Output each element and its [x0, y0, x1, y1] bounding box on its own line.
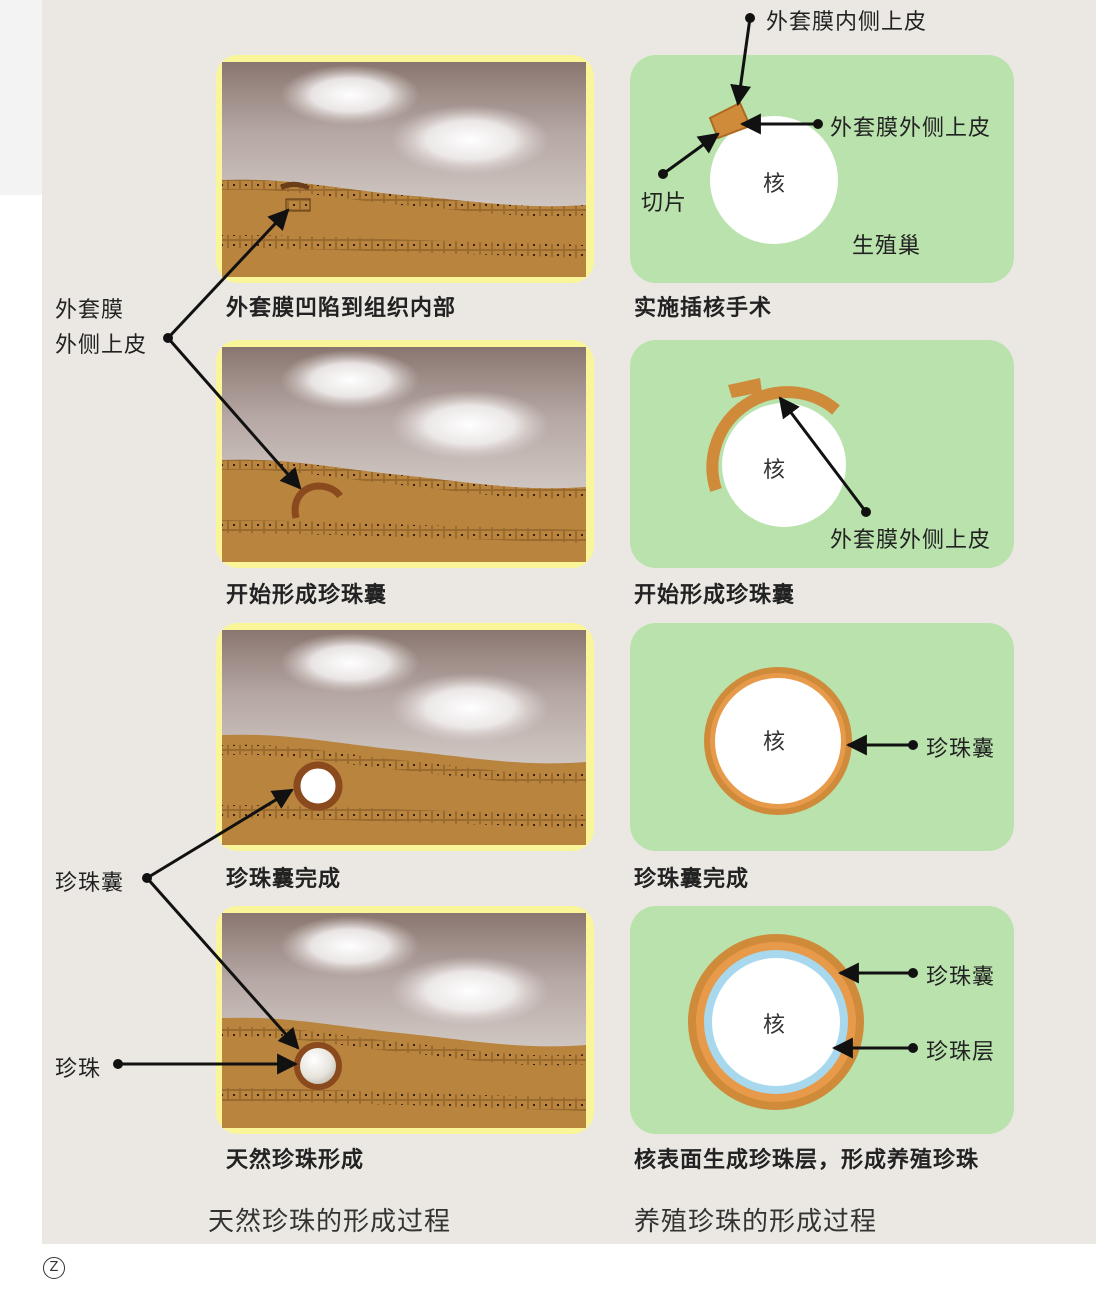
- cultured-caption-3: 珍珠囊完成: [634, 867, 750, 892]
- natural-panel-4: [216, 906, 594, 1134]
- label-slice: 切片: [641, 191, 688, 216]
- cultured-panel-4: [630, 906, 1014, 1134]
- core-label-2: 核: [763, 458, 786, 483]
- cultured-pointer-dots: [658, 13, 918, 1053]
- cultured-pointers: [662, 17, 913, 1059]
- core-label-3: 核: [763, 730, 786, 755]
- natural-caption-4: 天然珍珠形成: [226, 1148, 365, 1173]
- cultured-caption-4: 核表面生成珍珠层，形成养殖珍珠: [634, 1148, 980, 1173]
- margin-strip: [0, 0, 42, 195]
- label-outer-epithelium-2: 外套膜外侧上皮: [830, 528, 992, 553]
- natural-pointer-dots: [113, 333, 173, 1069]
- natural-panel-3: [216, 623, 594, 851]
- label-pearl-sac-cultured-4: 珍珠囊: [926, 965, 996, 990]
- natural-caption-2: 开始形成珍珠囊: [226, 583, 388, 608]
- label-mantle-line1: 外套膜: [55, 298, 125, 323]
- label-nacre: 珍珠层: [926, 1040, 996, 1065]
- label-pearl: 珍珠: [55, 1057, 102, 1082]
- cultured-title: 养殖珍珠的形成过程: [634, 1207, 878, 1237]
- natural-panel-2: [216, 340, 594, 568]
- natural-caption-1: 外套膜凹陷到组织内部: [226, 296, 457, 321]
- cultured-panel-1: [630, 55, 1014, 283]
- natural-caption-3: 珍珠囊完成: [226, 867, 342, 892]
- core-label-4: 核: [763, 1013, 786, 1038]
- natural-pointers: [118, 208, 302, 1075]
- core-label-1: 核: [763, 172, 786, 197]
- cultured-panel-3: [630, 623, 1014, 851]
- label-inner-epithelium: 外套膜内侧上皮: [766, 10, 928, 35]
- footer-mark: Z: [43, 1257, 65, 1279]
- natural-panel-1: [216, 55, 594, 283]
- natural-title: 天然珍珠的形成过程: [208, 1207, 452, 1237]
- label-pearl-sac-cultured-3: 珍珠囊: [926, 737, 996, 762]
- cultured-caption-1: 实施插核手术: [634, 296, 773, 321]
- label-outer-epithelium-1: 外套膜外侧上皮: [830, 116, 992, 141]
- label-pearl-sac: 珍珠囊: [55, 871, 125, 896]
- label-mantle-line2: 外侧上皮: [55, 333, 148, 358]
- cultured-caption-2: 开始形成珍珠囊: [634, 583, 796, 608]
- label-gonad: 生殖巢: [852, 234, 922, 259]
